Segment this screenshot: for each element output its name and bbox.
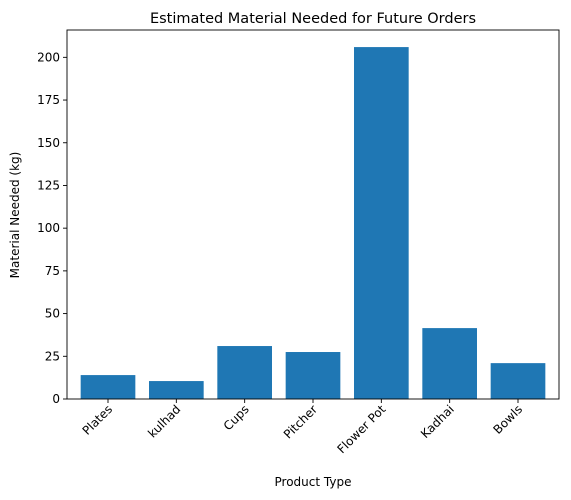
x-tick-label: Cups [221, 402, 252, 433]
y-tick-label: 0 [52, 392, 60, 406]
bar-cups [217, 346, 272, 399]
bars-group [80, 47, 546, 400]
bar-pitcher [285, 352, 341, 399]
y-axis-ticks: 0 25 50 75 100 125 150 175 200 [37, 50, 67, 406]
x-tick-label: Plates [80, 402, 116, 438]
x-axis-label: Product Type [275, 475, 352, 489]
bar-bowls [490, 363, 546, 400]
y-tick-label: 175 [37, 93, 60, 107]
y-axis-label: Material Needed (kg) [8, 152, 22, 279]
x-tick-label: Kadhai [418, 402, 457, 441]
x-tick-label: Flower Pot [334, 402, 388, 456]
x-axis-ticks: Plates kulhad Cups Pitcher Flower Pot Kadhai B… [80, 399, 525, 456]
x-tick-label: Bowls [490, 402, 525, 437]
chart-title: Estimated Material Needed for Future Ord… [150, 11, 476, 27]
plot-frame [66, 29, 560, 400]
x-tick-label: kulhad [145, 402, 183, 440]
y-tick-label: 100 [37, 221, 60, 235]
y-tick-label: 50 [45, 307, 60, 321]
bar-plates [80, 375, 136, 399]
y-tick-label: 25 [45, 349, 60, 363]
y-tick-label: 75 [45, 264, 60, 278]
y-tick-label: 200 [37, 50, 60, 64]
bar-kadhai [422, 328, 477, 399]
y-tick-label: 150 [37, 136, 60, 150]
y-tick-label: 125 [37, 178, 60, 192]
bar-flower-pot [354, 47, 409, 399]
bar-kulhad [149, 381, 204, 399]
x-tick-label: Pitcher [281, 402, 320, 441]
